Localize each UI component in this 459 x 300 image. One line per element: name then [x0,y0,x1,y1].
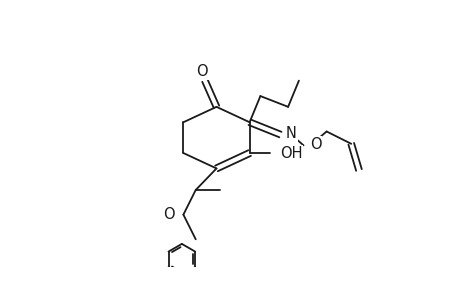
Text: N: N [285,126,296,141]
Text: O: O [163,207,174,222]
Text: O: O [196,64,207,79]
Text: OH: OH [279,146,302,160]
Text: O: O [309,137,320,152]
